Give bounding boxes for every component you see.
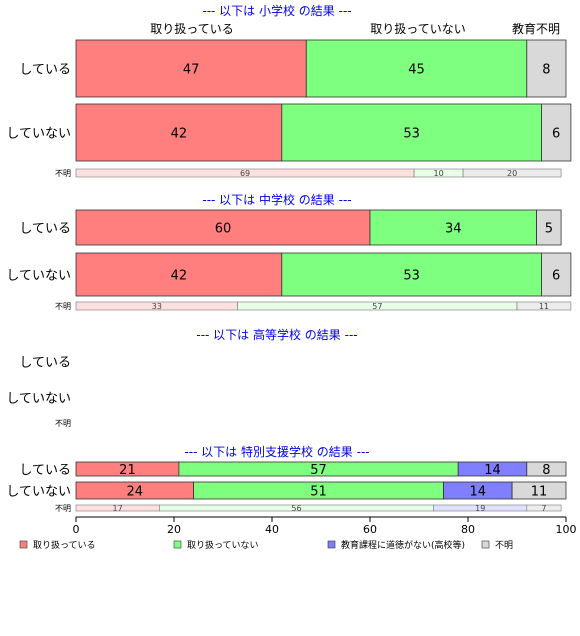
category-header-label: 取り扱っていない xyxy=(370,22,465,36)
bar-value-label: 53 xyxy=(403,269,420,284)
bar-value-label: 14 xyxy=(484,463,501,478)
bar-segment xyxy=(516,301,572,311)
bar-value-label: 19 xyxy=(475,504,485,513)
bar-segment xyxy=(281,103,542,162)
section-title: --- 以下は 特別支援学校 の結果 --- xyxy=(184,444,369,459)
row-label: していない xyxy=(6,127,71,142)
bar-value-label: 21 xyxy=(119,463,136,478)
bar-value-label: 8 xyxy=(542,63,550,78)
legend-swatch xyxy=(19,540,28,549)
legend-label: 不明 xyxy=(495,540,513,551)
bar-value-label: 57 xyxy=(310,463,327,478)
bar-value-label: 33 xyxy=(152,302,162,311)
bar-segment xyxy=(541,103,572,162)
bar-value-label: 7 xyxy=(541,504,546,513)
bar-value-label: 6 xyxy=(552,127,560,142)
category-header-label: 取り扱っている xyxy=(150,22,233,36)
bar-segment xyxy=(526,39,567,98)
x-tick-label: 60 xyxy=(363,523,377,536)
bar-value-label: 8 xyxy=(542,463,550,478)
bar-segment xyxy=(526,461,567,477)
legend-swatch xyxy=(173,540,182,549)
row-label: 不明 xyxy=(55,169,71,178)
bar-segment xyxy=(75,39,307,98)
x-tick-label: 80 xyxy=(461,523,475,536)
legend-label: 教育課程に道徳がない(高校等) xyxy=(341,539,465,551)
category-header-label: 教育不明 xyxy=(512,21,560,36)
bar-segment xyxy=(305,39,528,98)
row-label: 不明 xyxy=(55,504,71,513)
bar-value-label: 69 xyxy=(240,169,250,178)
section-title: --- 以下は 高等学校 の結果 --- xyxy=(196,327,357,342)
x-tick-label: 100 xyxy=(556,523,577,536)
row-label: している xyxy=(19,222,71,237)
legend-swatch xyxy=(327,540,336,549)
row-label: している xyxy=(19,356,71,371)
bar-value-label: 17 xyxy=(113,504,123,513)
bar-value-label: 42 xyxy=(171,269,188,284)
x-tick-label: 20 xyxy=(167,523,181,536)
legend-label: 取り扱っていない xyxy=(187,539,259,551)
bar-value-label: 6 xyxy=(552,269,560,284)
bar-value-label: 57 xyxy=(372,302,382,311)
x-tick-label: 0 xyxy=(73,523,80,536)
bar-value-label: 20 xyxy=(507,169,517,178)
bar-segment xyxy=(75,209,371,246)
section-title: --- 以下は 中学校 の結果 --- xyxy=(202,192,351,207)
row-label: していない xyxy=(6,269,71,284)
bar-value-label: 10 xyxy=(434,169,444,178)
section-title: --- 以下は 小学校 の結果 --- xyxy=(202,3,351,18)
legend-swatch xyxy=(481,540,490,549)
bar-value-label: 5 xyxy=(545,222,553,237)
bar-value-label: 42 xyxy=(171,127,188,142)
bar-segment xyxy=(536,209,562,246)
x-tick-label: 40 xyxy=(265,523,279,536)
bar-value-label: 24 xyxy=(127,485,144,500)
row-label: 不明 xyxy=(55,302,71,311)
bar-segment xyxy=(511,481,567,500)
row-label: していない xyxy=(6,392,71,407)
bar-value-label: 53 xyxy=(403,127,420,142)
bar-value-label: 11 xyxy=(531,485,548,500)
legend-label: 取り扱っている xyxy=(33,539,96,551)
bar-value-label: 45 xyxy=(408,63,425,78)
bar-value-label: 14 xyxy=(470,485,487,500)
row-label: していない xyxy=(6,485,71,500)
row-label: している xyxy=(19,463,71,478)
bar-segment xyxy=(281,252,542,297)
bar-segment xyxy=(75,252,283,297)
bar-segment xyxy=(541,252,572,297)
bar-value-label: 11 xyxy=(539,302,549,311)
bar-value-label: 60 xyxy=(215,222,232,237)
bar-value-label: 51 xyxy=(310,485,327,500)
row-label: 不明 xyxy=(55,419,71,428)
bar-value-label: 34 xyxy=(445,222,462,237)
bar-segment xyxy=(462,168,562,178)
bar-value-label: 47 xyxy=(183,63,200,78)
bar-segment xyxy=(526,504,562,512)
bar-value-label: 56 xyxy=(291,504,301,513)
bar-segment xyxy=(75,103,283,162)
row-label: している xyxy=(19,63,71,78)
